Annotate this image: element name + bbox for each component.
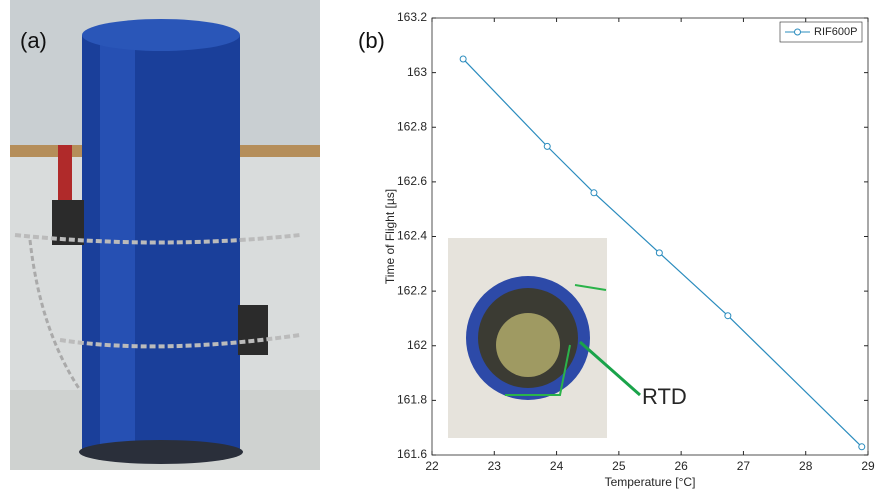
y-tick-label: 162 [407,338,427,352]
legend-label: RIF600P [814,26,857,38]
x-tick-label: 24 [550,459,564,473]
y-tick-label: 163.2 [397,10,427,24]
inset-photo [448,238,641,438]
x-tick-label: 26 [674,459,688,473]
y-axis-label: Time of Flight [µs] [383,189,397,284]
marker [543,142,551,150]
panel-label: (b) [358,28,385,53]
y-tick-label: 163 [407,65,427,79]
marker [655,249,663,257]
y-tick-label: 161.6 [397,447,427,461]
marker [858,443,866,451]
panel-label: (a) [20,28,47,53]
y-tick-label: 162.4 [397,229,427,243]
x-axis-label: Temperature [°C] [605,475,696,489]
series-line [462,58,863,448]
annotation: RTD [642,384,687,409]
photo [10,0,320,470]
x-tick-label: 27 [737,459,751,473]
x-tick-label: 22 [425,459,439,473]
marker [724,312,732,320]
legend-box [779,21,863,43]
x-tick-label: 29 [861,459,875,473]
y-tick-label: 162.8 [397,119,427,133]
x-tick-label: 23 [488,459,502,473]
x-tick-label: 25 [612,459,626,473]
y-tick-label: 162.6 [397,174,427,188]
legend-swatch [794,28,801,36]
marker [459,55,467,63]
marker [590,189,598,197]
x-tick-label: 28 [799,459,813,473]
y-tick-label: 161.8 [397,393,427,407]
y-tick-label: 162.2 [397,283,427,297]
